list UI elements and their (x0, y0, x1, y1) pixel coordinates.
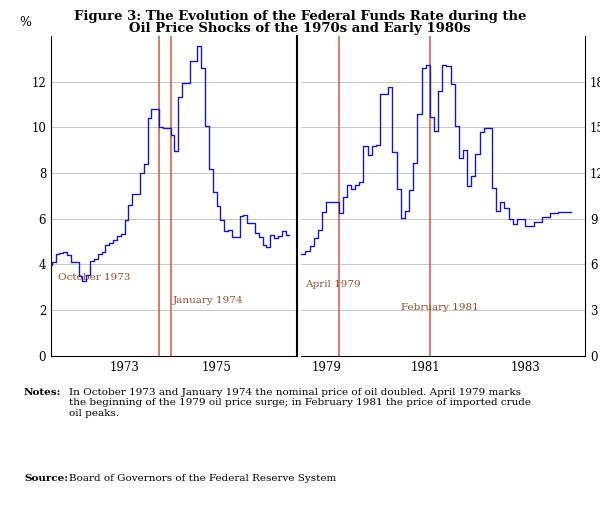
Text: October 1973: October 1973 (58, 273, 130, 283)
Text: %: % (19, 16, 31, 30)
Text: Board of Governors of the Federal Reserve System: Board of Governors of the Federal Reserv… (69, 474, 336, 483)
Text: In October 1973 and January 1974 the nominal price of oil doubled. April 1979 ma: In October 1973 and January 1974 the nom… (69, 388, 531, 418)
Text: Oil Price Shocks of the 1970s and Early 1980s: Oil Price Shocks of the 1970s and Early … (129, 22, 471, 34)
Text: February 1981: February 1981 (401, 303, 479, 312)
Text: January 1974: January 1974 (173, 296, 244, 305)
Text: Source:: Source: (24, 474, 68, 483)
Text: Figure 3: The Evolution of the Federal Funds Rate during the: Figure 3: The Evolution of the Federal F… (74, 10, 526, 23)
Text: April 1979: April 1979 (305, 280, 361, 289)
Text: Notes:: Notes: (24, 388, 62, 397)
